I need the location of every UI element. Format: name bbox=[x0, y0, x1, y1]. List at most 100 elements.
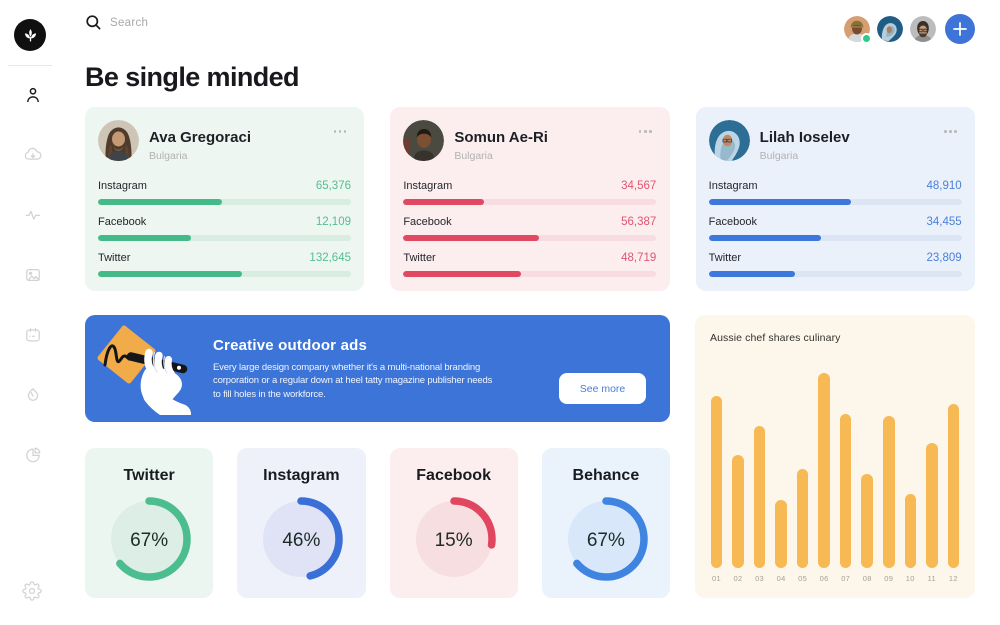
stat-label: Twitter bbox=[708, 252, 742, 264]
stat-label: Instagram bbox=[403, 180, 453, 192]
stat-label: Twitter bbox=[403, 252, 436, 264]
sidebar-item-settings[interactable] bbox=[12, 571, 52, 611]
bar-column: 02 bbox=[728, 373, 749, 583]
bar-label: 03 bbox=[755, 574, 765, 583]
avatar-ava-illustration bbox=[98, 120, 139, 161]
search-placeholder: Search bbox=[110, 16, 149, 29]
sidebar-item-uploads[interactable] bbox=[13, 135, 53, 175]
gauge-title: Behance bbox=[572, 467, 640, 484]
stat-label: Facebook bbox=[708, 216, 757, 228]
bar-column: 08 bbox=[857, 373, 878, 583]
stat-value: 34,567 bbox=[621, 180, 657, 192]
profile-avatar bbox=[708, 120, 750, 161]
progress-track bbox=[403, 271, 657, 277]
banner-body: Every large design company whether it's … bbox=[213, 362, 493, 400]
progress-track bbox=[403, 235, 657, 241]
search-box[interactable]: Search bbox=[85, 14, 148, 31]
avatar-3-illustration bbox=[910, 16, 936, 42]
promo-banner: Creative outdoor ads Every large design … bbox=[85, 315, 670, 422]
progress-track bbox=[708, 235, 962, 241]
progress-fill bbox=[98, 271, 242, 277]
sidebar-item-activity[interactable] bbox=[13, 195, 53, 235]
chart-title: Aussie chef shares culinary bbox=[710, 332, 841, 344]
bar-label: 06 bbox=[819, 574, 829, 583]
bar-column: 05 bbox=[792, 373, 813, 583]
bottom-section: Creative outdoor ads Every large design … bbox=[85, 315, 975, 598]
avatar-user-1[interactable] bbox=[844, 16, 872, 44]
avatar-user-2[interactable] bbox=[877, 16, 903, 42]
see-more-button[interactable]: See more bbox=[559, 373, 646, 404]
image-icon bbox=[25, 268, 40, 282]
plus-icon bbox=[953, 22, 967, 36]
gear-icon bbox=[22, 581, 42, 601]
progress-fill bbox=[708, 199, 852, 205]
bar-label: 02 bbox=[733, 574, 743, 583]
stat-row: Instagram 48,910 bbox=[708, 180, 962, 205]
avatar-user-3[interactable] bbox=[910, 16, 936, 42]
card-menu-button[interactable] bbox=[330, 126, 351, 137]
profile-country: Bulgaria bbox=[759, 150, 799, 162]
cloud-download-icon bbox=[24, 147, 41, 160]
sidebar bbox=[0, 0, 65, 625]
stat-label: Twitter bbox=[98, 252, 131, 264]
progress-fill bbox=[403, 271, 521, 277]
bar-column: 11 bbox=[921, 373, 942, 583]
bar-column: 12 bbox=[943, 373, 964, 583]
bar-label: 08 bbox=[862, 574, 872, 583]
stat-row: Twitter 132,645 bbox=[98, 252, 351, 277]
profile-avatar bbox=[98, 120, 139, 161]
sidebar-nav bbox=[0, 75, 65, 495]
bar-column: 03 bbox=[749, 373, 770, 583]
profile-avatar bbox=[403, 120, 445, 161]
sidebar-item-profile[interactable] bbox=[13, 75, 53, 115]
add-button[interactable] bbox=[945, 14, 975, 44]
avatar-lilah-illustration bbox=[708, 120, 750, 161]
bar bbox=[732, 454, 744, 568]
card-menu-button[interactable] bbox=[940, 126, 961, 137]
bar-label: 11 bbox=[927, 574, 936, 583]
pie-chart-icon bbox=[25, 447, 40, 463]
sidebar-item-media[interactable] bbox=[13, 255, 53, 295]
progress-track bbox=[708, 199, 962, 205]
app-logo[interactable] bbox=[14, 19, 46, 51]
avatar-2-illustration bbox=[877, 16, 903, 42]
progress-track bbox=[708, 271, 962, 277]
bar-chart: 01 02 03 04 05 06 07 08 09 10 11 12 bbox=[706, 373, 964, 583]
gauges-row: Twitter 67% Instagram 46% bbox=[85, 448, 670, 598]
profile-card-ava: Ava Gregoraci Bulgaria Instagram 65,376 … bbox=[85, 107, 365, 291]
activity-icon bbox=[25, 210, 40, 220]
sidebar-item-analytics[interactable] bbox=[13, 435, 53, 475]
card-menu-button[interactable] bbox=[635, 126, 656, 137]
bar-column: 09 bbox=[878, 373, 899, 583]
banner-title: Creative outdoor ads bbox=[213, 337, 368, 354]
bar-column: 04 bbox=[771, 373, 792, 583]
bar-label: 01 bbox=[712, 574, 721, 583]
stat-row: Twitter 23,809 bbox=[708, 252, 962, 277]
bar-column: 07 bbox=[835, 373, 856, 583]
bar-label: 07 bbox=[841, 574, 851, 583]
stat-value: 65,376 bbox=[315, 180, 351, 192]
gauge-card-instagram: Instagram 46% bbox=[237, 448, 366, 598]
progress-track bbox=[403, 199, 657, 205]
stat-label: Instagram bbox=[98, 180, 147, 192]
profile-name: Ava Gregoraci bbox=[149, 129, 251, 146]
stat-value: 34,455 bbox=[926, 216, 962, 228]
stat-label: Instagram bbox=[708, 180, 758, 192]
bar-label: 05 bbox=[798, 574, 808, 583]
stat-value: 132,645 bbox=[309, 252, 351, 264]
gauge-title: Instagram bbox=[263, 467, 340, 484]
profile-country: Bulgaria bbox=[454, 150, 493, 162]
stat-label: Facebook bbox=[98, 216, 147, 228]
stat-value: 48,910 bbox=[926, 180, 962, 192]
stat-row: Facebook 34,455 bbox=[708, 216, 962, 241]
page-title: Be single minded bbox=[85, 62, 300, 92]
bar bbox=[753, 425, 766, 568]
progress-fill bbox=[708, 235, 821, 241]
sidebar-item-calendar[interactable] bbox=[13, 315, 53, 355]
profile-country: Bulgaria bbox=[149, 150, 188, 162]
gauge-percent: 15% bbox=[434, 530, 473, 551]
bar bbox=[904, 493, 917, 568]
stat-value: 56,387 bbox=[621, 216, 657, 228]
sidebar-item-trending[interactable] bbox=[13, 375, 53, 415]
